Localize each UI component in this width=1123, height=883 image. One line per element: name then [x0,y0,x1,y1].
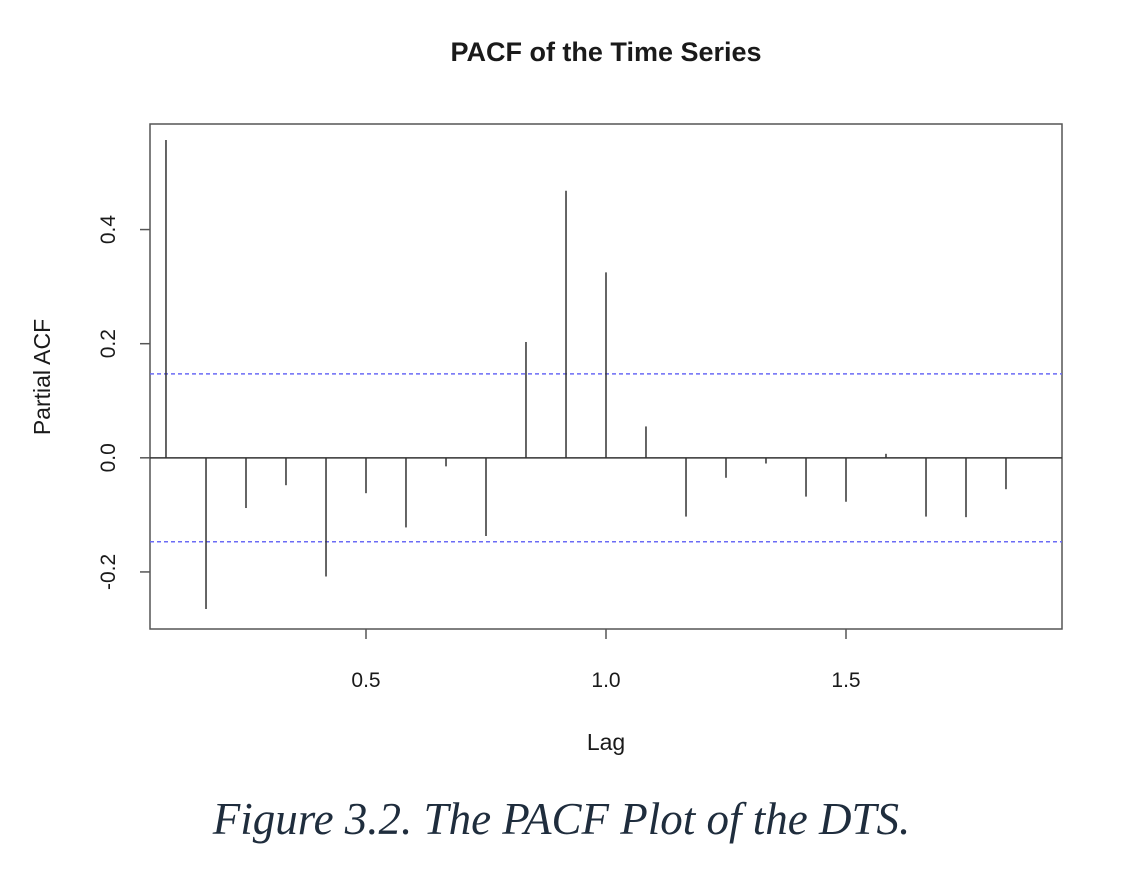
pacf-chart: PACF of the Time Series 0.5 1.0 1.5 -0.2 0.… [29,37,1063,755]
x-axis-label: Lag [587,729,625,755]
x-tick-label: 1.5 [831,669,860,692]
x-axis: 0.5 1.0 1.5 [351,629,861,692]
chart-title: PACF of the Time Series [450,37,761,67]
y-axis: -0.2 0.0 0.2 0.4 [97,215,150,590]
y-axis-label: Partial ACF [29,319,55,435]
x-tick-label: 0.5 [351,669,380,692]
y-tick-label: 0.0 [97,443,120,472]
y-tick-label: 0.4 [97,215,120,245]
pacf-bars [165,139,1007,610]
y-tick-label: -0.2 [97,554,120,590]
figure-caption: Figure 3.2. The PACF Plot of the DTS. [212,794,911,844]
x-tick-label: 1.0 [591,669,620,692]
y-tick-label: 0.2 [97,329,120,358]
